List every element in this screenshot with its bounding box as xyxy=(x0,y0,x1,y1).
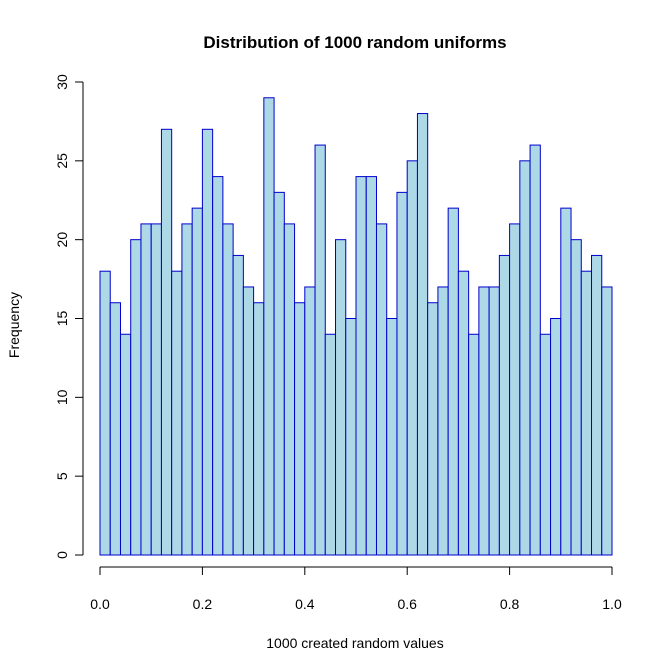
x-tick-label: 0.2 xyxy=(193,596,213,612)
y-tick-label: 25 xyxy=(54,153,70,169)
histogram-bar xyxy=(498,254,511,556)
histogram-bar xyxy=(416,113,429,556)
histogram-bar xyxy=(171,270,183,556)
y-tick-label: 15 xyxy=(54,311,70,327)
x-tick-label: 1.0 xyxy=(602,596,622,612)
histogram-bar xyxy=(601,286,613,556)
y-tick-label: 5 xyxy=(54,472,70,480)
x-axis: 0.0 0.2 0.4 0.6 0.8 1.0 xyxy=(90,566,622,612)
histogram-bar xyxy=(457,270,470,556)
bars-group xyxy=(99,97,613,556)
histogram-bar xyxy=(539,333,552,556)
histogram-bar xyxy=(232,254,244,556)
histogram-bar xyxy=(119,333,132,556)
histogram-bar xyxy=(222,223,234,556)
histogram-bar xyxy=(242,286,255,556)
histogram-bar xyxy=(253,302,265,556)
histogram-bar xyxy=(191,207,203,556)
histogram-bar xyxy=(201,128,214,556)
histogram-bar xyxy=(570,239,582,556)
histogram-bar xyxy=(345,318,357,556)
chart-title: Distribution of 1000 random uniforms xyxy=(203,33,506,52)
histogram-bar xyxy=(212,176,224,556)
histogram-bar xyxy=(519,160,531,556)
y-tick-label: 20 xyxy=(54,232,70,248)
histogram-bar xyxy=(335,239,347,556)
histogram-bar xyxy=(294,302,306,556)
histogram-bar xyxy=(273,191,285,556)
histogram-bar xyxy=(560,207,572,556)
histogram-bar xyxy=(304,286,316,556)
histogram-bar xyxy=(181,223,193,556)
histogram-bar xyxy=(447,207,459,556)
y-tick-label: 30 xyxy=(54,74,70,90)
histogram-bar xyxy=(130,239,142,556)
y-tick-label: 0 xyxy=(54,551,70,559)
histogram-bar xyxy=(140,223,152,556)
y-axis-label: Frequency xyxy=(6,292,22,358)
histogram-bar xyxy=(99,270,111,556)
histogram-bar xyxy=(396,191,408,556)
histogram-bar xyxy=(365,176,377,556)
histogram-bar xyxy=(509,223,521,556)
histogram-bar xyxy=(478,286,490,556)
y-axis: 0 5 10 15 20 25 30 xyxy=(54,74,84,559)
x-tick-label: 0.4 xyxy=(295,596,315,612)
histogram-bar xyxy=(437,286,449,556)
x-tick-label: 0.8 xyxy=(500,596,520,612)
histogram-bar xyxy=(375,223,388,556)
histogram-bar xyxy=(591,254,603,556)
histogram-bar xyxy=(263,97,275,556)
y-tick-label: 10 xyxy=(54,389,70,405)
histogram-bar xyxy=(355,176,367,556)
histogram-bar xyxy=(324,333,337,556)
histogram-bar xyxy=(550,318,562,556)
histogram-bar xyxy=(529,144,541,556)
histogram-bar xyxy=(580,270,593,556)
x-axis-label: 1000 created random values xyxy=(266,635,443,651)
histogram-bar xyxy=(314,144,326,556)
histogram-bar xyxy=(160,128,173,556)
x-tick-label: 0.6 xyxy=(397,596,417,612)
histogram-bar xyxy=(109,302,121,556)
x-tick-label: 0.0 xyxy=(90,596,110,612)
histogram-bar xyxy=(468,333,480,556)
histogram-bar xyxy=(283,223,296,556)
histogram-bar xyxy=(488,286,500,556)
histogram-bar xyxy=(386,318,398,556)
histogram-bar xyxy=(150,223,162,556)
histogram-bar xyxy=(427,302,439,556)
histogram-bar xyxy=(406,160,418,556)
